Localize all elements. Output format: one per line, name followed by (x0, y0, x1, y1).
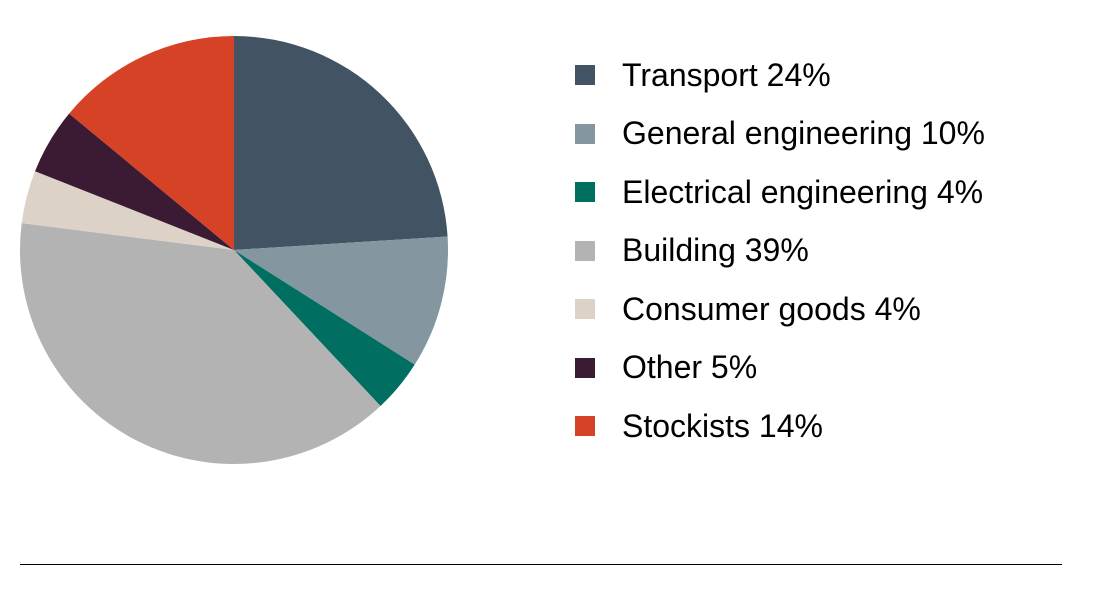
pie-slice-4 (21, 171, 234, 250)
legend-swatch (575, 182, 595, 203)
legend-item: Consumer goods 4% (575, 280, 985, 339)
pie-slice-1 (234, 236, 449, 365)
legend-swatch (575, 240, 595, 261)
legend-item: Building 39% (575, 222, 985, 281)
legend-swatch (575, 357, 595, 378)
legend-label: Transport 24% (622, 56, 831, 93)
legend-item: Other 5% (575, 339, 985, 398)
legend-label: Building 39% (622, 232, 809, 269)
legend-item: Electrical engineering 4% (575, 163, 985, 222)
pie-slice-6 (69, 36, 234, 250)
chart-legend: Transport 24% General engineering 10% Elec… (575, 46, 985, 456)
pie-slice-2 (234, 250, 415, 406)
legend-swatch (575, 65, 595, 86)
legend-swatch (575, 299, 595, 320)
legend-swatch (575, 123, 595, 144)
legend-item: Stockists 14% (575, 397, 985, 456)
pie-slice-5 (35, 113, 234, 250)
legend-label: Consumer goods 4% (622, 290, 921, 327)
pie-slice-0 (234, 36, 448, 250)
legend-label: Other 5% (622, 349, 758, 386)
legend-label: General engineering 10% (622, 115, 985, 152)
legend-item: Transport 24% (575, 46, 985, 105)
bottom-divider (20, 564, 1062, 565)
legend-swatch (575, 416, 595, 437)
legend-label: Electrical engineering 4% (622, 173, 984, 210)
pie-chart (20, 36, 449, 464)
pie-slice-3 (20, 223, 381, 464)
legend-item: General engineering 10% (575, 105, 985, 164)
legend-label: Stockists 14% (622, 407, 823, 444)
